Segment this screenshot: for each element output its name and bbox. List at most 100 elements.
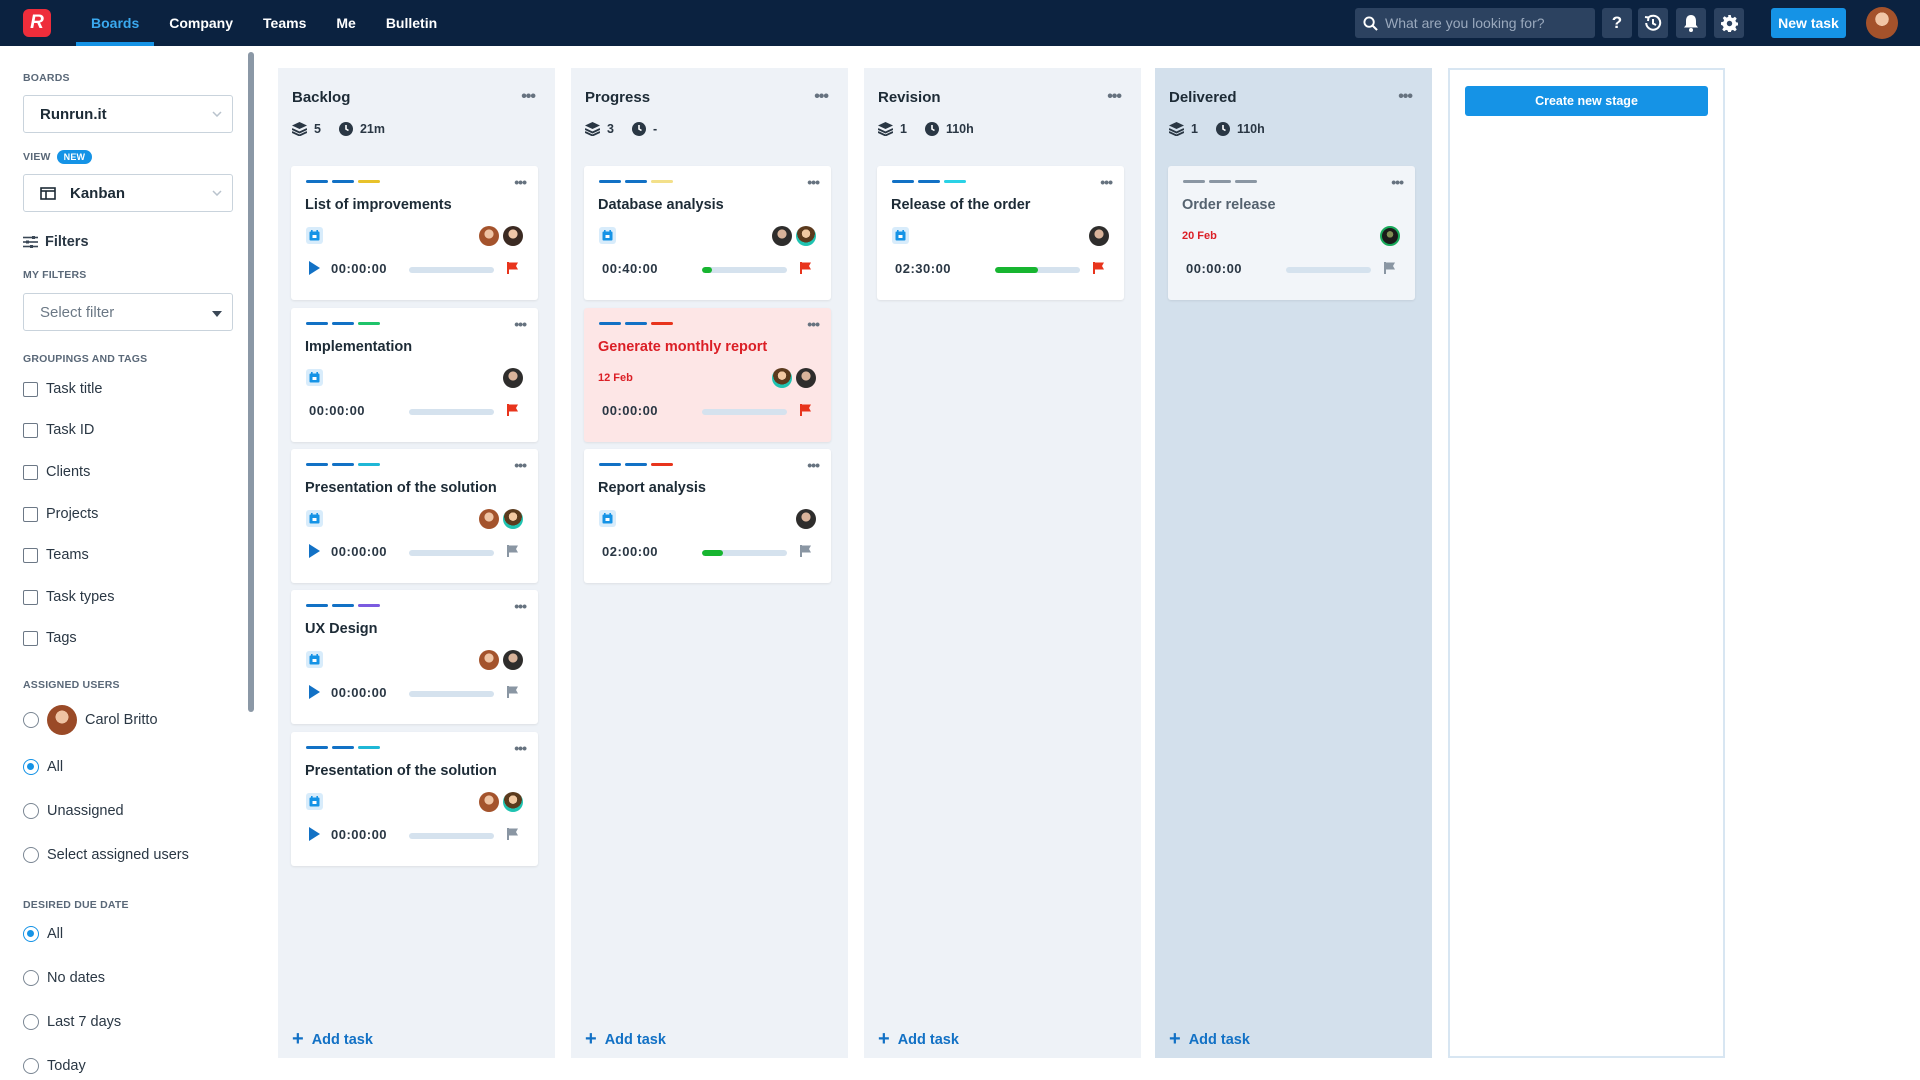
due-last-7-days[interactable]: Last 7 days xyxy=(23,1014,121,1030)
task-title[interactable]: Report analysis xyxy=(598,480,706,496)
radio-button[interactable] xyxy=(23,926,39,942)
task-card[interactable]: ••• Release of the order 02:30:00 xyxy=(877,166,1124,300)
card-menu-icon[interactable]: ••• xyxy=(514,740,527,756)
avatar[interactable] xyxy=(1089,226,1109,246)
avatar[interactable] xyxy=(1380,226,1400,246)
grouping-tags[interactable]: Tags xyxy=(23,630,77,646)
filter-select[interactable]: Select filter xyxy=(23,293,233,331)
avatar[interactable] xyxy=(796,368,816,388)
flag-icon[interactable] xyxy=(506,685,520,704)
card-menu-icon[interactable]: ••• xyxy=(807,174,820,190)
flag-icon[interactable] xyxy=(799,403,813,422)
calendar-icon[interactable] xyxy=(599,510,616,527)
grouping-task-id[interactable]: Task ID xyxy=(23,422,94,438)
add-task-button[interactable]: + Add task xyxy=(878,1028,959,1051)
play-icon[interactable] xyxy=(309,261,320,275)
avatar[interactable] xyxy=(503,792,523,812)
flag-icon[interactable] xyxy=(506,261,520,280)
column-menu-icon[interactable]: ••• xyxy=(1398,88,1413,105)
calendar-icon[interactable] xyxy=(306,793,323,810)
card-menu-icon[interactable]: ••• xyxy=(514,598,527,614)
filters-toggle[interactable]: Filters xyxy=(23,234,89,250)
task-title[interactable]: Database analysis xyxy=(598,197,724,213)
task-title[interactable]: Release of the order xyxy=(891,197,1031,213)
help-button[interactable]: ? xyxy=(1602,8,1632,38)
add-task-button[interactable]: + Add task xyxy=(585,1028,666,1051)
calendar-icon[interactable] xyxy=(306,369,323,386)
avatar[interactable] xyxy=(479,509,499,529)
checkbox[interactable] xyxy=(23,506,38,522)
card-menu-icon[interactable]: ••• xyxy=(514,316,527,332)
add-task-button[interactable]: + Add task xyxy=(292,1028,373,1051)
card-menu-icon[interactable]: ••• xyxy=(1100,174,1113,190)
card-menu-icon[interactable]: ••• xyxy=(514,457,527,473)
view-select[interactable]: Kanban xyxy=(23,174,233,212)
due-today[interactable]: Today xyxy=(23,1058,86,1074)
flag-icon[interactable] xyxy=(1383,261,1397,280)
grouping-task-types[interactable]: Task types xyxy=(23,589,115,605)
calendar-icon[interactable] xyxy=(306,510,323,527)
notifications-button[interactable] xyxy=(1676,8,1706,38)
grouping-clients[interactable]: Clients xyxy=(23,464,90,480)
card-menu-icon[interactable]: ••• xyxy=(807,316,820,332)
column-menu-icon[interactable]: ••• xyxy=(814,88,829,105)
checkbox[interactable] xyxy=(23,547,38,563)
task-card[interactable]: ••• Implementation 00:00:00 xyxy=(291,308,538,442)
flag-icon[interactable] xyxy=(799,261,813,280)
checkbox[interactable] xyxy=(23,589,38,605)
new-task-button[interactable]: New task xyxy=(1771,8,1846,38)
radio-button[interactable] xyxy=(23,970,39,986)
task-title[interactable]: Generate monthly report xyxy=(598,339,768,355)
calendar-icon[interactable] xyxy=(306,651,323,668)
card-menu-icon[interactable]: ••• xyxy=(1391,174,1404,190)
nav-teams[interactable]: Teams xyxy=(263,15,307,31)
flag-icon[interactable] xyxy=(799,544,813,563)
checkbox[interactable] xyxy=(23,630,38,646)
sidebar-scrollbar[interactable] xyxy=(248,52,254,712)
assigned-user-carol[interactable]: Carol Britto xyxy=(23,705,158,735)
flag-icon[interactable] xyxy=(506,827,520,846)
card-menu-icon[interactable]: ••• xyxy=(807,457,820,473)
radio-button[interactable] xyxy=(23,712,39,728)
task-card[interactable]: ••• Generate monthly report 12 Feb 00:00… xyxy=(584,308,831,442)
play-icon[interactable] xyxy=(309,544,320,558)
task-card[interactable]: ••• Order release 20 Feb 00:00:00 xyxy=(1168,166,1415,300)
task-card[interactable]: ••• List of improvements 00:00:00 xyxy=(291,166,538,300)
board-select[interactable]: Runrun.it xyxy=(23,95,233,133)
radio-button[interactable] xyxy=(23,759,39,775)
task-card[interactable]: ••• Presentation of the solution 00:00:0… xyxy=(291,449,538,583)
search-input[interactable] xyxy=(1385,15,1585,31)
settings-button[interactable] xyxy=(1714,8,1744,38)
grouping-projects[interactable]: Projects xyxy=(23,506,98,522)
avatar[interactable] xyxy=(772,226,792,246)
task-card[interactable]: ••• Presentation of the solution 00:00:0… xyxy=(291,732,538,866)
history-button[interactable] xyxy=(1638,8,1668,38)
radio-button[interactable] xyxy=(23,1014,39,1030)
avatar[interactable] xyxy=(796,226,816,246)
task-title[interactable]: Presentation of the solution xyxy=(305,763,497,779)
checkbox[interactable] xyxy=(23,464,38,480)
radio-button[interactable] xyxy=(23,803,39,819)
task-card[interactable]: ••• Database analysis 00:40:00 xyxy=(584,166,831,300)
task-card[interactable]: ••• UX Design 00:00:00 xyxy=(291,590,538,724)
grouping-task-title[interactable]: Task title xyxy=(23,381,102,397)
play-icon[interactable] xyxy=(309,685,320,699)
task-title[interactable]: Presentation of the solution xyxy=(305,480,497,496)
column-menu-icon[interactable]: ••• xyxy=(521,88,536,105)
flag-icon[interactable] xyxy=(506,403,520,422)
calendar-icon[interactable] xyxy=(892,227,909,244)
radio-button[interactable] xyxy=(23,1058,39,1074)
task-title[interactable]: List of improvements xyxy=(305,197,452,213)
task-title[interactable]: Order release xyxy=(1182,197,1276,213)
task-card[interactable]: ••• Report analysis 02:00:00 xyxy=(584,449,831,583)
avatar[interactable] xyxy=(503,226,523,246)
task-title[interactable]: UX Design xyxy=(305,621,378,637)
task-title[interactable]: Implementation xyxy=(305,339,413,355)
calendar-icon[interactable] xyxy=(599,227,616,244)
due-all[interactable]: All xyxy=(23,926,63,942)
avatar[interactable] xyxy=(479,792,499,812)
assigned-select-users[interactable]: Select assigned users xyxy=(23,847,189,863)
assigned-unassigned[interactable]: Unassigned xyxy=(23,803,124,819)
user-avatar[interactable] xyxy=(1866,7,1898,39)
nav-boards[interactable]: Boards xyxy=(76,0,155,46)
